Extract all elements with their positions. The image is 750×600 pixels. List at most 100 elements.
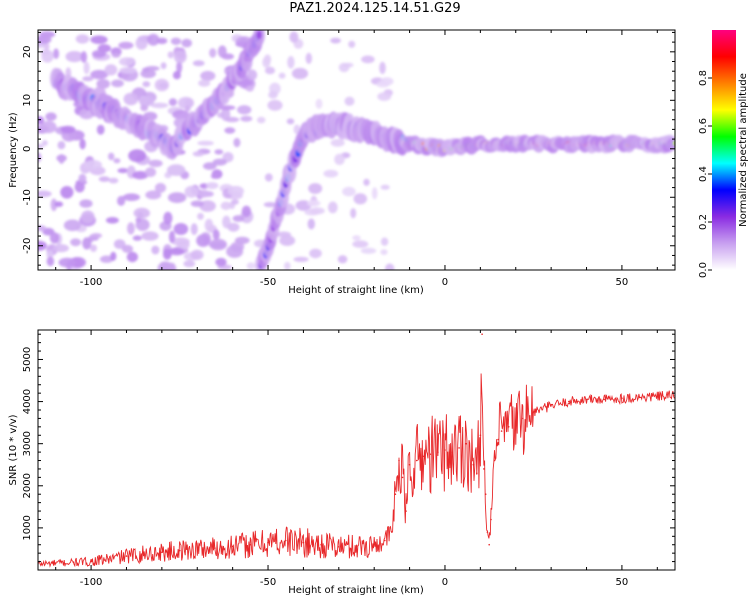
colorbar-ticks: 0.0 0.2 0.4 0.6 0.8 bbox=[698, 70, 712, 278]
snr-point bbox=[178, 549, 181, 552]
heatmap-cell bbox=[49, 232, 60, 244]
heatmap-cell bbox=[262, 56, 271, 68]
heatmap-cell bbox=[84, 160, 102, 170]
heatmap-cell bbox=[183, 260, 196, 268]
heatmap-cell bbox=[158, 82, 168, 89]
heatmap-cell bbox=[80, 51, 87, 63]
snr-point bbox=[161, 551, 163, 554]
heatmap-cell bbox=[144, 167, 157, 178]
snr-point bbox=[394, 493, 397, 496]
heatmap-cell bbox=[240, 115, 253, 122]
heatmap-cell bbox=[379, 61, 386, 75]
heatmap-cell bbox=[167, 164, 186, 176]
colorbar-tick-label: 0.4 bbox=[698, 166, 709, 182]
snr-point bbox=[408, 463, 411, 466]
heatmap-cell bbox=[172, 109, 190, 120]
snr-point bbox=[398, 459, 400, 462]
snr-series bbox=[38, 333, 675, 568]
heatmap-cell bbox=[50, 198, 58, 212]
heatmap-cell bbox=[342, 186, 356, 197]
snr-point bbox=[54, 562, 57, 565]
heatmap-cell bbox=[177, 96, 195, 109]
colorbar-tick-label: 0.2 bbox=[698, 214, 709, 230]
heatmap-cell bbox=[90, 233, 103, 239]
heatmap-cell bbox=[90, 35, 108, 44]
heatmap-cell bbox=[105, 217, 119, 224]
heatmap-cell bbox=[140, 69, 156, 79]
heatmap-cell bbox=[233, 137, 241, 148]
heatmap-cell bbox=[176, 240, 190, 250]
heatmap-cell bbox=[287, 56, 295, 69]
snr-point bbox=[284, 539, 287, 542]
snr-point bbox=[488, 543, 491, 546]
heatmap-cell bbox=[220, 201, 232, 210]
x-tick-label: 0 bbox=[442, 277, 448, 288]
heatmap-cell bbox=[330, 139, 345, 147]
y-tick-label: 2000 bbox=[22, 473, 33, 498]
x-tick-label: -50 bbox=[260, 577, 276, 588]
heatmap-cell bbox=[58, 257, 76, 268]
heatmap-cell bbox=[170, 37, 182, 45]
heatmap-cell bbox=[82, 237, 92, 250]
snr-point bbox=[472, 463, 475, 466]
heatmap-cell bbox=[167, 192, 187, 204]
colorbar-tick-label: 0.0 bbox=[698, 262, 709, 278]
heatmap-cell bbox=[40, 49, 50, 55]
heatmap-cell bbox=[176, 60, 183, 74]
heatmap-cell bbox=[217, 45, 227, 58]
snr-point bbox=[479, 434, 482, 437]
snr-point bbox=[476, 472, 478, 475]
heatmap-cell bbox=[167, 262, 177, 270]
heatmap-cell bbox=[113, 158, 121, 164]
snr-point bbox=[384, 539, 386, 542]
snr-point bbox=[522, 417, 524, 420]
y-tick-label: 0 bbox=[22, 146, 33, 152]
snr-point bbox=[355, 545, 358, 548]
snr-point bbox=[196, 548, 199, 550]
heatmap-cell bbox=[110, 251, 117, 261]
heatmap-cell bbox=[284, 261, 291, 270]
heatmap-cell bbox=[145, 190, 162, 200]
snr-point bbox=[458, 447, 460, 449]
snr-x-ticks: -100 -50 0 50 bbox=[55, 330, 658, 588]
heatmap-cell bbox=[237, 105, 252, 115]
heatmap-cell bbox=[42, 140, 48, 146]
y-tick-label: -10 bbox=[22, 189, 33, 205]
heatmap-cell bbox=[192, 151, 204, 157]
snr-point bbox=[267, 541, 269, 544]
snr-point bbox=[373, 543, 376, 546]
heatmap-cell bbox=[122, 193, 140, 201]
snr-point bbox=[497, 438, 499, 441]
heatmap-cell bbox=[58, 154, 65, 164]
heatmap-cell bbox=[162, 248, 172, 260]
heatmap-cell bbox=[96, 79, 110, 89]
heatmap-cell bbox=[119, 67, 137, 74]
heatmap-cell bbox=[147, 33, 160, 46]
x-tick-label: 0 bbox=[442, 577, 448, 588]
snr-point bbox=[500, 430, 503, 432]
heatmap-cell bbox=[138, 96, 155, 107]
heatmap-cell bbox=[156, 37, 168, 45]
heatmap-cell bbox=[669, 138, 675, 150]
heatmap-cell bbox=[118, 41, 134, 50]
snr-point bbox=[338, 546, 340, 548]
snr-point bbox=[465, 442, 468, 445]
heatmap-cell bbox=[203, 162, 217, 170]
heatmap-cell bbox=[108, 177, 119, 184]
snr-point bbox=[493, 459, 496, 462]
heatmap-cell bbox=[123, 92, 139, 106]
heatmap-cell bbox=[46, 250, 54, 259]
snr-x-label: Height of straight line (km) bbox=[288, 585, 424, 596]
heatmap-cell bbox=[38, 190, 52, 198]
heatmap-cell bbox=[192, 60, 205, 67]
colorbar-tick-label: 0.6 bbox=[698, 118, 709, 134]
heatmap-cell bbox=[70, 238, 82, 247]
heatmap-y-label: Frequency (Hz) bbox=[8, 112, 19, 188]
heatmap-cell bbox=[151, 245, 160, 255]
snr-point bbox=[401, 476, 404, 479]
heatmap-cell bbox=[209, 238, 227, 251]
snr-point bbox=[621, 397, 623, 400]
heatmap-cell bbox=[148, 159, 163, 168]
heatmap-cell bbox=[132, 235, 142, 241]
